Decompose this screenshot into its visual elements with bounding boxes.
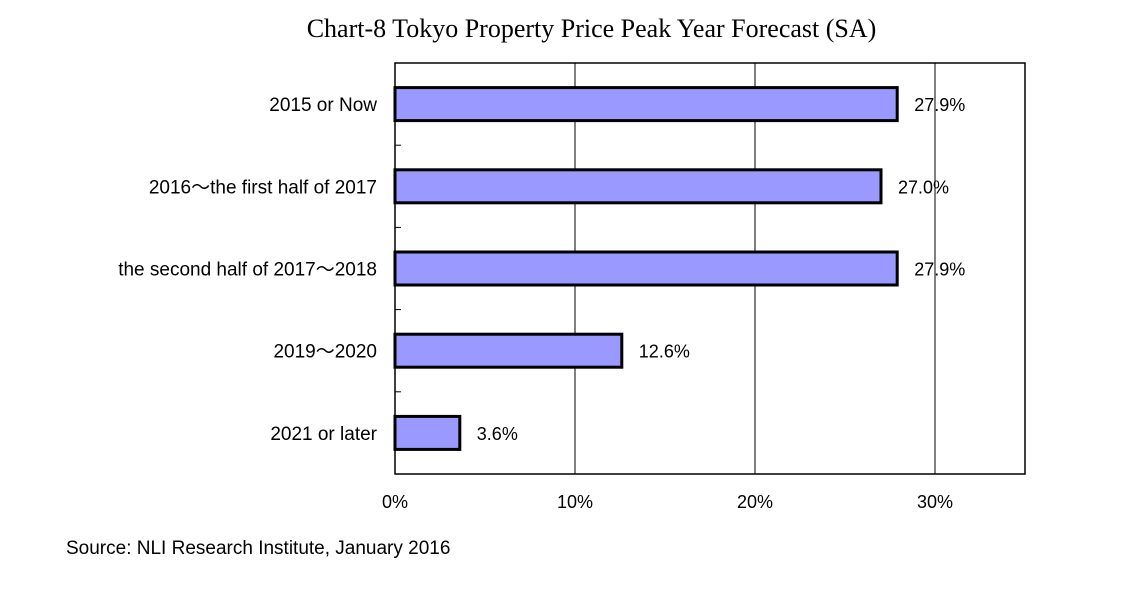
x-tick-label: 0% (382, 492, 408, 512)
labels: 0% 10% 20% 30% 27.9% 2015 or Now 27.0% 2016～the… (118, 95, 965, 512)
x-tick-label: 30% (917, 492, 953, 512)
bar (393, 332, 624, 369)
bar (393, 414, 462, 451)
chart-title: Chart-8 Tokyo Property Price Peak Year F… (306, 14, 877, 43)
data-label: 27.0% (898, 177, 949, 197)
category-label: the second half of 2017～2018 (118, 260, 377, 281)
x-tick-label: 10% (557, 492, 593, 512)
data-label: 3.6% (477, 424, 518, 444)
data-label: 27.9% (914, 260, 965, 280)
data-label: 12.6% (639, 342, 690, 362)
source-note: Source: NLI Research Institute, January … (66, 538, 451, 559)
bar (393, 168, 883, 205)
category-label: 2021 or later (270, 424, 377, 445)
bar (393, 250, 899, 287)
category-label: 2016～the first half of 2017 (149, 177, 377, 198)
data-label: 27.9% (914, 95, 965, 115)
category-label: 2015 or Now (269, 95, 377, 116)
x-tick-label: 20% (737, 492, 773, 512)
bar (393, 86, 899, 123)
bars (393, 86, 899, 451)
category-label: 2019～2020 (273, 342, 377, 363)
